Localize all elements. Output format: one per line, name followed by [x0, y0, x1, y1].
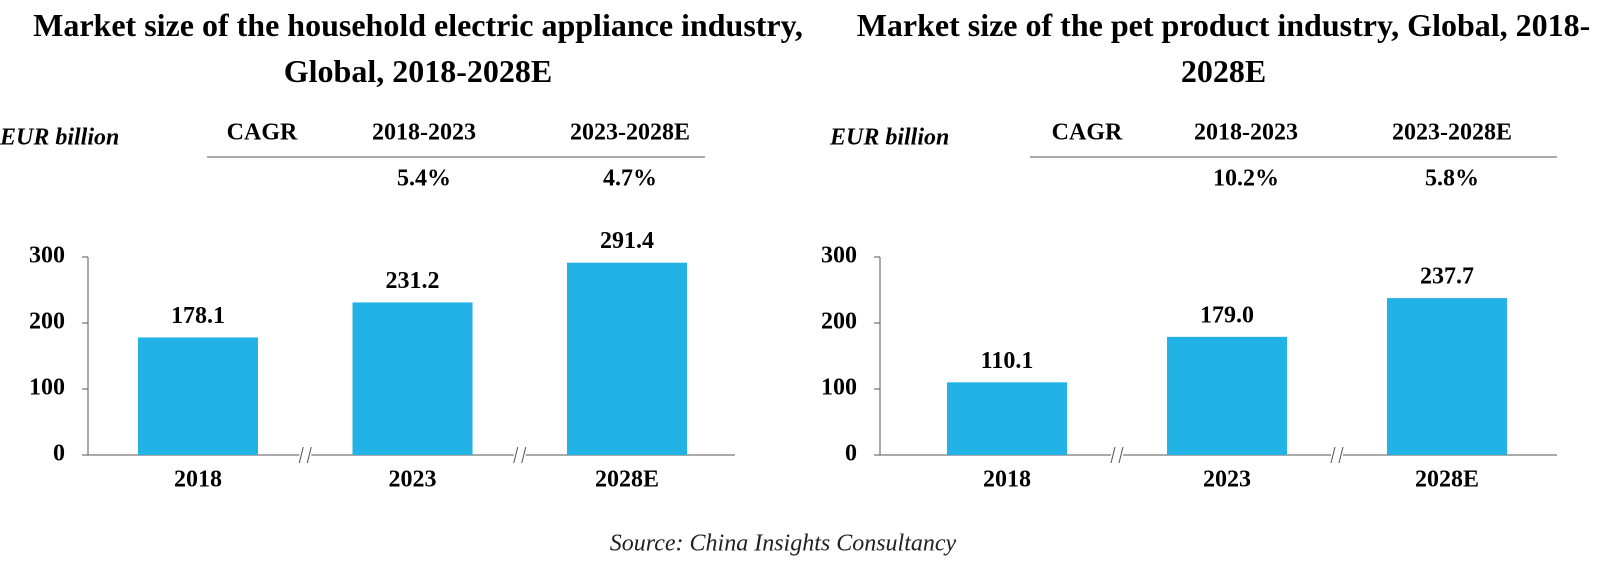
cagr-period: 2023-2028E — [1392, 120, 1512, 146]
axis-break — [298, 446, 304, 464]
value-label: 178.1 — [171, 303, 225, 329]
cagr-value: 4.7% — [603, 166, 657, 192]
bar — [1167, 336, 1287, 455]
x-tick-label: 2018 — [983, 467, 1031, 493]
bar — [947, 382, 1067, 455]
cagr-period: 2023-2028E — [570, 120, 690, 146]
unit-label: EUR billion — [0, 125, 119, 151]
axis-break-gap — [513, 451, 526, 459]
cagr-header: CAGR — [1052, 120, 1123, 146]
x-tick-label: 2028E — [1415, 467, 1479, 493]
axis-break — [306, 446, 312, 464]
value-label: 291.4 — [600, 228, 654, 254]
value-label: 231.2 — [386, 268, 440, 294]
y-tick-label: 200 — [821, 309, 857, 335]
axis-break — [521, 446, 527, 464]
axis-break-gap — [1331, 451, 1343, 459]
y-tick-label: 0 — [845, 441, 857, 467]
cagr-header: CAGR — [227, 120, 298, 146]
value-label: 237.7 — [1420, 264, 1474, 290]
unit-label: EUR billion — [829, 125, 949, 151]
axis-break — [1338, 446, 1344, 464]
y-tick-label: 200 — [29, 309, 65, 335]
value-label: 179.0 — [1200, 302, 1254, 328]
cagr-value: 5.8% — [1425, 166, 1479, 192]
axis-break-gap — [299, 451, 312, 459]
x-tick-label: 2023 — [389, 467, 437, 493]
chart-title: Market size of the household electric ap… — [33, 7, 803, 89]
value-label: 110.1 — [981, 348, 1034, 374]
x-tick-label: 2018 — [174, 467, 222, 493]
y-tick-label: 100 — [821, 375, 857, 401]
y-tick-label: 300 — [821, 243, 857, 269]
chart-title: Market size of the pet product industry,… — [856, 7, 1591, 89]
y-tick-label: 100 — [29, 375, 65, 401]
cagr-period: 2018-2023 — [372, 120, 476, 146]
cagr-value: 10.2% — [1213, 166, 1279, 192]
y-tick-label: 0 — [53, 441, 65, 467]
axis-break — [1110, 446, 1116, 464]
bar — [567, 262, 687, 455]
x-tick-label: 2028E — [595, 467, 659, 493]
bar — [1387, 298, 1507, 455]
axis-break — [513, 446, 519, 464]
bar — [352, 302, 473, 455]
cagr-value: 5.4% — [397, 166, 451, 192]
cagr-period: 2018-2023 — [1194, 120, 1298, 146]
x-tick-label: 2023 — [1203, 467, 1251, 493]
axis-break-gap — [1111, 451, 1123, 459]
bar — [138, 337, 258, 455]
axis-break — [1118, 446, 1124, 464]
y-tick-label: 300 — [29, 243, 65, 269]
axis-break — [1330, 446, 1336, 464]
source: Source: China Insights Consultancy — [610, 531, 957, 557]
